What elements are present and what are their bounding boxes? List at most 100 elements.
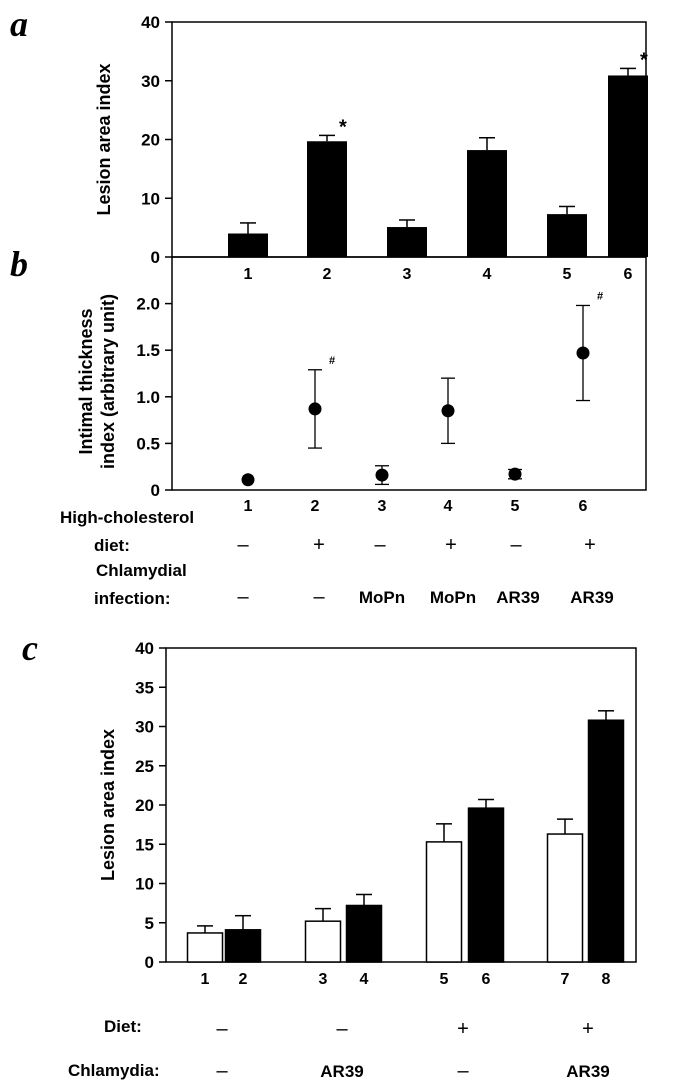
significance-marker-b: # [597, 290, 603, 302]
x-tick-label-b: 1 [244, 498, 253, 515]
bar-a [387, 227, 427, 257]
panel-label-a: a [10, 4, 28, 44]
panel-label-b: b [10, 244, 28, 284]
x-tick-label-b: 4 [444, 498, 453, 515]
x-tick-label-b: 2 [311, 498, 320, 515]
chlamydia-c-values: – AR39 – AR39 [216, 1060, 609, 1082]
bar-c [304, 920, 342, 963]
x-tick-label-c: 4 [360, 971, 369, 988]
significance-marker-a: * [640, 49, 648, 71]
y-tick-label-c: 5 [145, 914, 154, 933]
data-point-b [241, 473, 255, 487]
bar-c [425, 841, 463, 963]
y-tick-label-a: 30 [141, 72, 160, 91]
bar-a [307, 141, 347, 257]
x-tick-label-b: 3 [378, 498, 387, 515]
bar-a [228, 233, 268, 257]
x-tick-label-c: 8 [602, 971, 611, 988]
infection-value: – [237, 586, 249, 608]
x-tick-label-c: 5 [440, 971, 449, 988]
chart-b: 0 0.5 1.0 1.5 2.0 1 #2 3 4 5 #6 Intimal thickness in… [76, 256, 647, 515]
data-point-b [441, 404, 455, 418]
bar-a [608, 75, 648, 258]
y-axis-label-c: Lesion area index [98, 729, 118, 881]
infection-value: AR39 [570, 588, 613, 607]
y-tick-label-b: 0.5 [136, 434, 160, 453]
diet-c-label: Diet: [104, 1017, 142, 1036]
diet-value: – [510, 534, 522, 556]
bar-c [587, 719, 625, 963]
y-axis-label-b: Intimal thickness index (arbitrary unit) [76, 294, 118, 469]
y-tick-label-c: 35 [135, 678, 154, 697]
chlamydia-c-value: – [457, 1060, 469, 1082]
infection-row-values: – – MoPn MoPn AR39 AR39 [237, 586, 613, 608]
x-tick-label-a: 6 [624, 266, 633, 283]
diet-c-value: – [216, 1018, 228, 1040]
chlamydia-c-label: Chlamydia: [68, 1061, 160, 1080]
y-axis-label-a: Lesion area index [94, 63, 114, 215]
y-tick-label-b: 1.5 [136, 341, 160, 360]
infection-value: – [313, 586, 325, 608]
y-tick-label-c: 0 [145, 953, 154, 972]
bar-c [546, 833, 584, 963]
y-axis-label-line-b: index (arbitrary unit) [98, 294, 118, 469]
diet-row-label: High-cholesterol diet: [60, 508, 194, 555]
bar-c [345, 904, 383, 963]
diet-c-value: + [582, 1018, 594, 1040]
diet-value: + [584, 534, 596, 556]
chlamydia-c-value: AR39 [320, 1062, 363, 1081]
diet-c-values: – – + + [216, 1018, 593, 1040]
bar-a [547, 214, 587, 257]
chart-c: 0 5 10 15 20 25 30 35 40 1 2 3 4 5 6 7 8 Lesion area inde… [98, 639, 637, 988]
y-tick-label-a: 20 [141, 131, 160, 150]
chlamydia-c-value: AR39 [566, 1062, 609, 1081]
bar-c [224, 929, 262, 963]
diet-value: – [237, 534, 249, 556]
x-tick-label-b: 6 [579, 498, 588, 515]
y-tick-label-a: 40 [141, 13, 160, 32]
diet-value: – [374, 534, 386, 556]
y-tick-label-b: 1.0 [136, 388, 160, 407]
x-tick-label-b: 5 [511, 498, 520, 515]
diet-row-values: – + – + – + [237, 534, 595, 556]
data-point-b [576, 346, 590, 360]
y-tick-label-c: 10 [135, 875, 154, 894]
x-tick-label-c: 6 [482, 971, 491, 988]
chart-a: 0 10 20 30 40 1 * 2 3 4 5 * 6 Lesion area index [94, 13, 648, 283]
diet-value: + [445, 534, 457, 556]
infection-row-label-line2: infection: [94, 589, 171, 608]
x-tick-label-a: 3 [403, 266, 412, 283]
x-tick-label-c: 7 [561, 971, 570, 988]
y-tick-label-c: 40 [135, 639, 154, 658]
y-tick-label-a: 10 [141, 189, 160, 208]
diet-value: + [313, 534, 325, 556]
infection-row-label: Chlamydial infection: [94, 561, 187, 608]
x-tick-label-c: 1 [201, 971, 210, 988]
infection-value: MoPn [359, 588, 405, 607]
y-tick-label-c: 25 [135, 757, 154, 776]
x-tick-label-c: 3 [319, 971, 328, 988]
x-tick-label-a: 5 [563, 266, 572, 283]
significance-marker-b: # [329, 355, 335, 367]
diet-c-value: + [457, 1018, 469, 1040]
bar-c [467, 807, 505, 963]
infection-row-label-line1: Chlamydial [96, 561, 187, 580]
data-point-b [508, 467, 522, 481]
y-tick-label-c: 30 [135, 718, 154, 737]
infection-value: MoPn [430, 588, 476, 607]
diet-row-label-line2: diet: [94, 536, 130, 555]
diet-c-value: – [336, 1018, 348, 1040]
y-tick-label-c: 20 [135, 796, 154, 815]
bar-a [467, 150, 507, 257]
y-tick-label-c: 15 [135, 835, 154, 854]
data-point-b [375, 468, 389, 482]
infection-value: AR39 [496, 588, 539, 607]
chlamydia-c-value: – [216, 1060, 228, 1082]
x-tick-label-a: 2 [323, 266, 332, 283]
x-tick-label-a: 1 [244, 266, 253, 283]
x-tick-label-c: 2 [239, 971, 248, 988]
panel-label-c: c [22, 628, 38, 668]
y-tick-label-b: 0 [151, 481, 160, 500]
bar-c [186, 932, 224, 963]
